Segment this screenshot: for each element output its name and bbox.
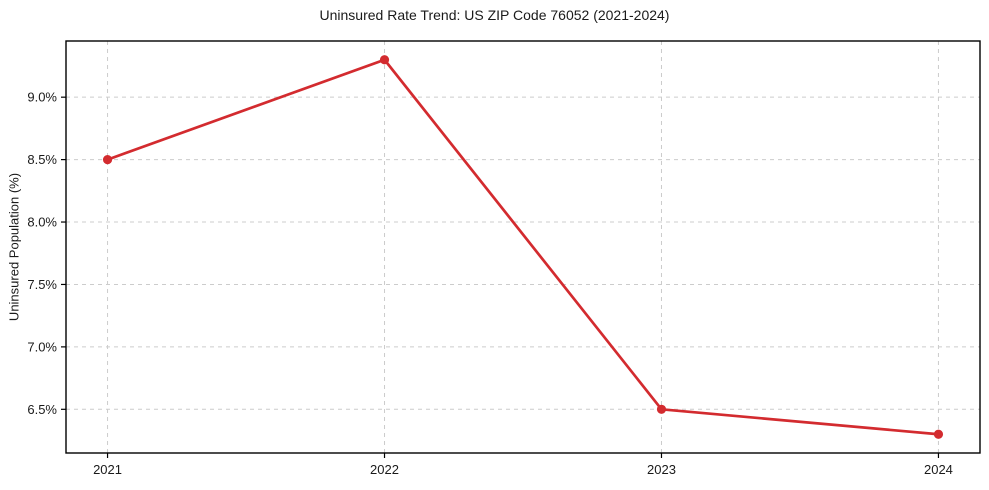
y-tick-label: 9.0% xyxy=(27,90,57,105)
x-tick-label: 2024 xyxy=(924,462,953,477)
y-tick-label: 8.5% xyxy=(27,152,57,167)
data-point xyxy=(933,429,944,439)
chart-title: Uninsured Rate Trend: US ZIP Code 76052 … xyxy=(319,7,670,23)
data-point xyxy=(102,155,113,165)
plot-border xyxy=(65,40,981,454)
y-tick-label: 7.0% xyxy=(27,339,57,354)
y-tick-label: 8.0% xyxy=(27,215,57,230)
data-point xyxy=(379,55,390,65)
y-axis-label: Uninsured Population (%) xyxy=(6,172,22,322)
trend-line xyxy=(106,58,940,436)
x-tick-label: 2023 xyxy=(647,462,676,477)
x-tick-label: 2022 xyxy=(370,462,399,477)
y-tick-label: 7.5% xyxy=(27,277,57,292)
data-point xyxy=(656,404,667,414)
y-tick-label: 6.5% xyxy=(27,402,57,417)
x-tick-label: 2021 xyxy=(93,462,122,477)
